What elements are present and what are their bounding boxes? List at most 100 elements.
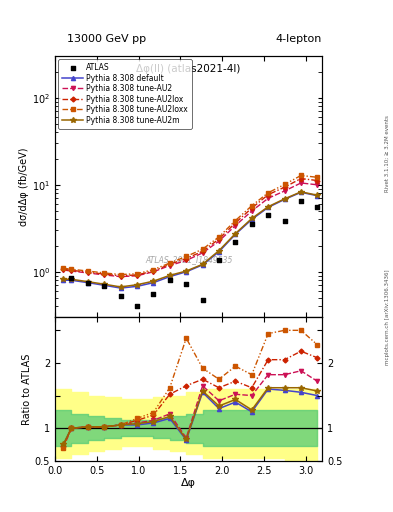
ATLAS	[101, 282, 107, 290]
Pythia 8.308 default	[233, 231, 238, 238]
Pythia 8.308 tune-AU2m	[118, 284, 123, 290]
ATLAS	[249, 220, 255, 228]
Pythia 8.308 default	[266, 204, 270, 210]
Pythia 8.308 tune-AU2	[167, 263, 172, 269]
Pythia 8.308 tune-AU2lox	[217, 236, 221, 242]
Legend: ATLAS, Pythia 8.308 default, Pythia 8.308 tune-AU2, Pythia 8.308 tune-AU2lox, Py: ATLAS, Pythia 8.308 default, Pythia 8.30…	[58, 59, 192, 129]
Pythia 8.308 tune-AU2loxx	[167, 260, 172, 266]
Pythia 8.308 tune-AU2m	[167, 272, 172, 279]
Pythia 8.308 default	[167, 273, 172, 280]
Text: mcplots.cern.ch [arXiv:1306.3436]: mcplots.cern.ch [arXiv:1306.3436]	[385, 270, 389, 365]
Y-axis label: Ratio to ATLAS: Ratio to ATLAS	[22, 353, 32, 425]
Pythia 8.308 default	[86, 280, 90, 286]
Line: Pythia 8.308 tune-AU2lox: Pythia 8.308 tune-AU2lox	[61, 177, 319, 278]
Pythia 8.308 tune-AU2loxx	[69, 266, 74, 272]
Pythia 8.308 tune-AU2	[299, 180, 303, 186]
Pythia 8.308 tune-AU2	[135, 273, 140, 279]
Pythia 8.308 tune-AU2	[315, 182, 320, 188]
Pythia 8.308 tune-AU2m	[250, 216, 254, 222]
Pythia 8.308 tune-AU2m	[266, 204, 270, 210]
Pythia 8.308 tune-AU2loxx	[118, 271, 123, 278]
Pythia 8.308 tune-AU2loxx	[151, 267, 156, 273]
Pythia 8.308 tune-AU2lox	[151, 268, 156, 274]
ATLAS	[265, 211, 271, 219]
ATLAS	[298, 197, 304, 205]
ATLAS	[199, 295, 206, 304]
Pythia 8.308 tune-AU2m	[200, 261, 205, 267]
Pythia 8.308 default	[61, 277, 66, 283]
Text: 13000 GeV pp: 13000 GeV pp	[67, 33, 146, 44]
Pythia 8.308 tune-AU2	[184, 258, 189, 264]
ATLAS	[314, 203, 320, 211]
Pythia 8.308 tune-AU2	[118, 273, 123, 280]
Pythia 8.308 tune-AU2	[86, 270, 90, 276]
ATLAS	[68, 274, 75, 282]
Pythia 8.308 tune-AU2	[266, 195, 270, 201]
ATLAS	[134, 302, 140, 310]
Pythia 8.308 tune-AU2loxx	[135, 271, 140, 277]
Pythia 8.308 tune-AU2loxx	[315, 174, 320, 180]
Pythia 8.308 tune-AU2lox	[200, 248, 205, 254]
Pythia 8.308 tune-AU2	[61, 267, 66, 273]
Pythia 8.308 tune-AU2	[282, 188, 287, 194]
Pythia 8.308 default	[299, 189, 303, 196]
Pythia 8.308 tune-AU2loxx	[266, 189, 270, 196]
Pythia 8.308 tune-AU2loxx	[184, 253, 189, 260]
Pythia 8.308 tune-AU2loxx	[102, 270, 107, 276]
ATLAS	[150, 290, 156, 298]
Pythia 8.308 tune-AU2m	[151, 278, 156, 284]
Pythia 8.308 tune-AU2m	[86, 279, 90, 285]
ATLAS	[167, 276, 173, 284]
Pythia 8.308 tune-AU2m	[282, 196, 287, 202]
Line: Pythia 8.308 default: Pythia 8.308 default	[61, 190, 320, 290]
ATLAS	[281, 217, 288, 225]
Pythia 8.308 tune-AU2lox	[250, 205, 254, 211]
ATLAS	[183, 280, 189, 288]
Text: 4-lepton: 4-lepton	[276, 33, 322, 44]
Line: Pythia 8.308 tune-AU2m: Pythia 8.308 tune-AU2m	[61, 189, 320, 290]
Text: ATLAS_2021_I1849535: ATLAS_2021_I1849535	[145, 255, 232, 264]
Pythia 8.308 tune-AU2m	[299, 189, 303, 195]
Pythia 8.308 tune-AU2m	[217, 248, 221, 254]
Pythia 8.308 tune-AU2loxx	[200, 246, 205, 252]
ATLAS	[118, 292, 124, 301]
Line: Pythia 8.308 tune-AU2: Pythia 8.308 tune-AU2	[61, 181, 320, 279]
Pythia 8.308 tune-AU2m	[69, 276, 74, 282]
Pythia 8.308 default	[184, 269, 189, 275]
Pythia 8.308 tune-AU2lox	[61, 266, 66, 272]
Pythia 8.308 tune-AU2	[200, 250, 205, 256]
ATLAS	[232, 238, 239, 246]
Line: Pythia 8.308 tune-AU2loxx: Pythia 8.308 tune-AU2loxx	[61, 174, 319, 276]
Pythia 8.308 tune-AU2m	[184, 268, 189, 274]
Pythia 8.308 tune-AU2lox	[315, 178, 320, 184]
Pythia 8.308 tune-AU2loxx	[233, 218, 238, 224]
Pythia 8.308 tune-AU2	[217, 238, 221, 244]
Pythia 8.308 tune-AU2	[151, 269, 156, 275]
Pythia 8.308 default	[118, 285, 123, 291]
Pythia 8.308 tune-AU2lox	[135, 272, 140, 278]
Pythia 8.308 tune-AU2m	[135, 282, 140, 288]
Pythia 8.308 tune-AU2lox	[69, 267, 74, 273]
Text: Δφ(ll) (atlas2021-4l): Δφ(ll) (atlas2021-4l)	[136, 64, 241, 74]
Pythia 8.308 tune-AU2loxx	[299, 173, 303, 179]
Pythia 8.308 default	[282, 196, 287, 202]
Pythia 8.308 tune-AU2lox	[299, 176, 303, 182]
Pythia 8.308 default	[217, 249, 221, 255]
Pythia 8.308 default	[102, 282, 107, 288]
Pythia 8.308 default	[315, 193, 320, 199]
Pythia 8.308 tune-AU2lox	[282, 184, 287, 190]
Pythia 8.308 default	[69, 277, 74, 283]
Pythia 8.308 tune-AU2	[250, 208, 254, 214]
Pythia 8.308 tune-AU2loxx	[61, 265, 66, 271]
Pythia 8.308 default	[135, 283, 140, 289]
Pythia 8.308 tune-AU2loxx	[250, 203, 254, 209]
Pythia 8.308 tune-AU2m	[102, 281, 107, 287]
Pythia 8.308 tune-AU2m	[61, 276, 66, 282]
Pythia 8.308 tune-AU2lox	[167, 261, 172, 267]
Pythia 8.308 tune-AU2m	[315, 192, 320, 198]
Pythia 8.308 default	[250, 217, 254, 223]
ATLAS	[216, 257, 222, 265]
Pythia 8.308 tune-AU2lox	[86, 269, 90, 275]
Pythia 8.308 tune-AU2lox	[266, 191, 270, 198]
Pythia 8.308 tune-AU2lox	[118, 273, 123, 279]
